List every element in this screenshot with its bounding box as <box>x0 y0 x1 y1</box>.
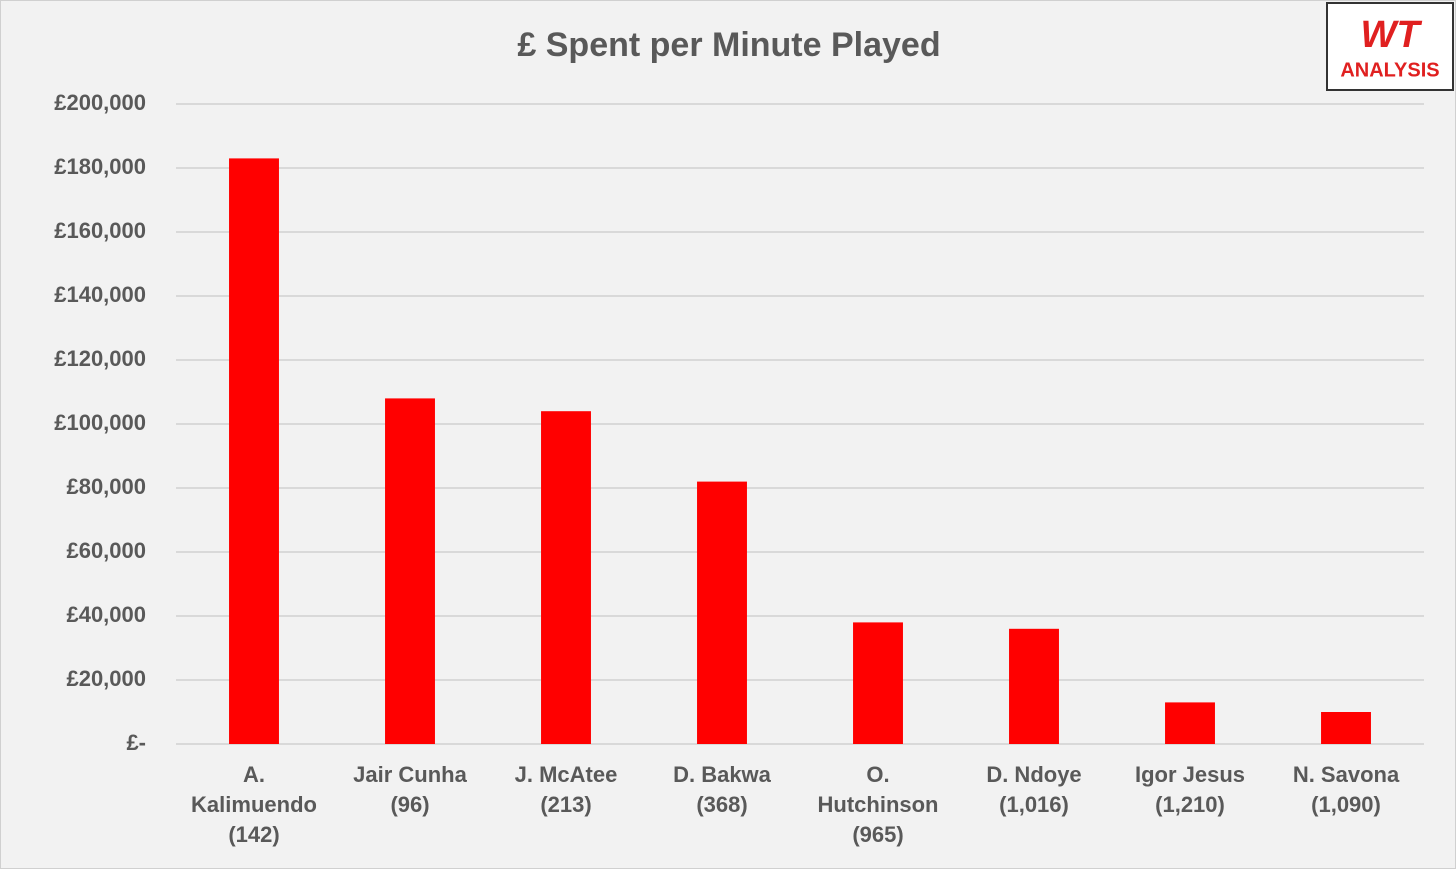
bar <box>1165 702 1215 744</box>
bar <box>1321 712 1371 744</box>
x-tick-label: O. Hutchinson (965) <box>817 762 939 847</box>
y-tick-label: £120,000 <box>54 346 146 371</box>
x-tick-label: Jair Cunha (96) <box>353 762 467 817</box>
logo-box <box>1326 2 1454 91</box>
y-tick-label: £140,000 <box>54 282 146 307</box>
bar <box>853 622 903 744</box>
bar <box>541 411 591 744</box>
bar <box>385 398 435 744</box>
y-tick-label: £40,000 <box>66 602 146 627</box>
x-tick-label: D. Ndoye (1,016) <box>986 762 1082 817</box>
bar <box>229 158 279 744</box>
y-tick-label: £- <box>126 730 146 755</box>
y-tick-label: £20,000 <box>66 666 146 691</box>
x-tick-label: A. Kalimuendo (142) <box>191 762 317 847</box>
y-tick-label: £100,000 <box>54 410 146 435</box>
y-tick-label: £160,000 <box>54 218 146 243</box>
x-tick-label: Igor Jesus (1,210) <box>1134 762 1246 817</box>
y-tick-label: £80,000 <box>66 474 146 499</box>
logo-bottom: ANALYSIS <box>1340 59 1439 81</box>
x-tick-label: J. McAtee (213) <box>514 762 618 817</box>
y-tick-label: £60,000 <box>66 538 146 563</box>
bar <box>697 481 747 744</box>
x-tick-label: D. Bakwa (368) <box>673 762 771 817</box>
y-tick-label: £200,000 <box>54 90 146 115</box>
chart-title: £ Spent per Minute Played <box>517 26 940 64</box>
bar <box>1009 628 1059 744</box>
logo: WT ANALYSIS <box>1326 2 1454 91</box>
y-tick-label: £180,000 <box>54 154 146 179</box>
logo-top: WT <box>1360 14 1422 56</box>
x-tick-label: N. Savona (1,090) <box>1292 762 1400 817</box>
